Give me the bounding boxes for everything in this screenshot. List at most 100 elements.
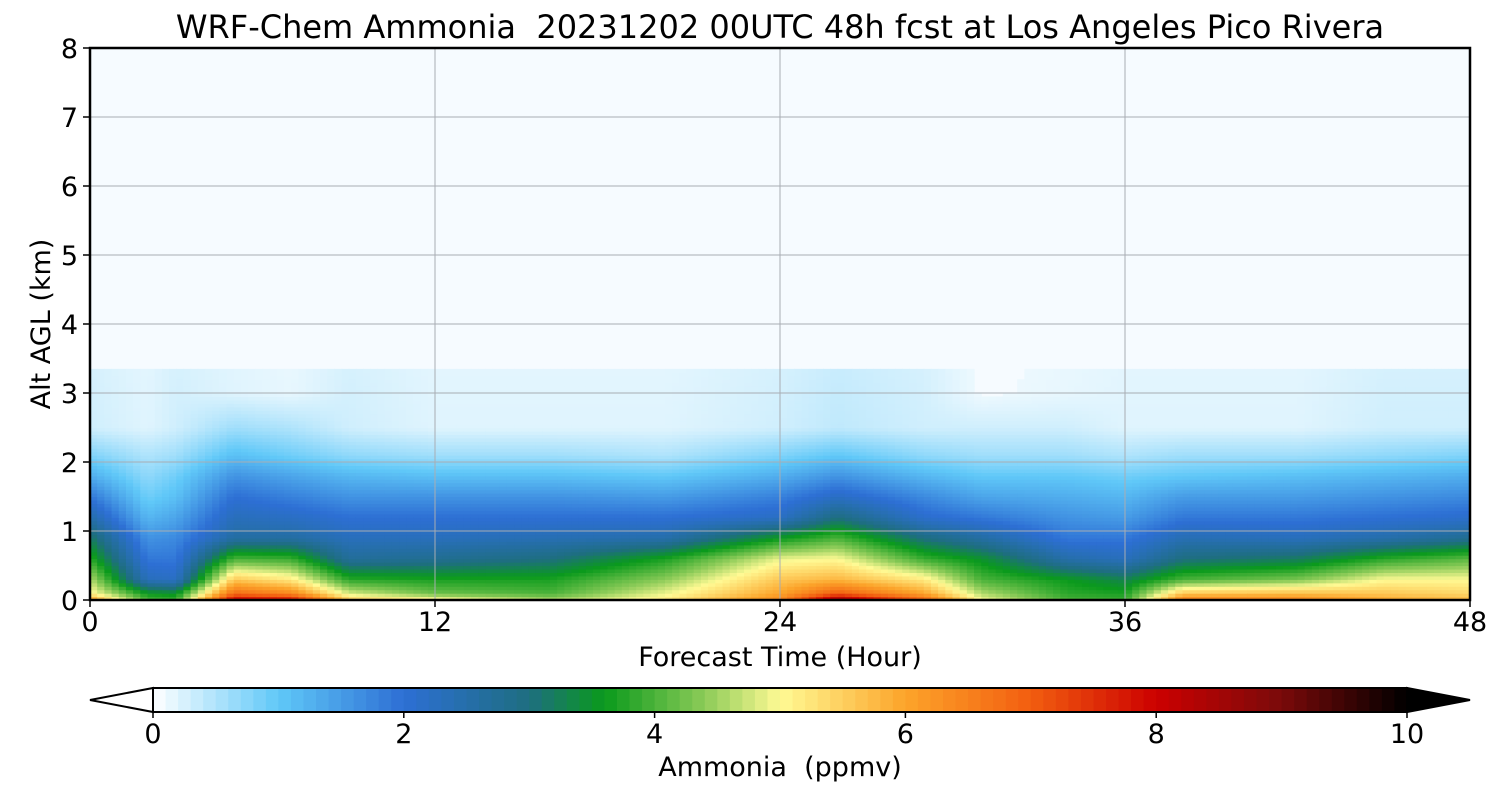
heat-cell (470, 482, 479, 487)
heat-cell (506, 586, 515, 591)
heat-cell (420, 589, 429, 594)
heat-cell (406, 462, 415, 467)
heat-cell (521, 496, 530, 501)
heat-cell (578, 393, 587, 398)
heat-cell (499, 527, 508, 532)
heat-cell (528, 534, 537, 539)
heat-cell (384, 496, 393, 501)
heat-cell (276, 389, 285, 394)
heat-cell (593, 448, 601, 453)
heat-cell (104, 393, 113, 398)
heat-cell (269, 451, 278, 456)
heat-cell (363, 496, 371, 501)
heat-cell (470, 565, 479, 570)
heat-cell (564, 393, 573, 398)
heat-cell (456, 510, 465, 515)
heat-cell (435, 410, 443, 415)
heat-cell (125, 410, 134, 415)
heat-cell (255, 510, 264, 515)
heat-cell (607, 472, 616, 477)
heat-cell (320, 462, 328, 467)
heat-cell (104, 482, 113, 487)
heat-cell (550, 427, 558, 432)
heat-cell (463, 593, 472, 598)
heat-cell (205, 544, 213, 549)
heat-cell (600, 582, 609, 587)
heat-cell (205, 499, 213, 504)
heat-cell (470, 406, 479, 411)
heat-cell (125, 558, 134, 563)
heat-cell (542, 403, 551, 408)
heat-cell (276, 430, 285, 435)
heat-cell (205, 417, 213, 422)
heat-cell (528, 465, 537, 470)
heat-cell (197, 430, 206, 435)
heat-cell (607, 527, 616, 532)
heat-cell (262, 482, 271, 487)
heat-cell (550, 382, 558, 387)
heat-cell (463, 510, 472, 515)
heat-cell (125, 386, 134, 391)
heat-cell (190, 575, 199, 580)
heat-cell (435, 403, 443, 408)
heat-cell (406, 568, 415, 573)
heat-cell (391, 499, 400, 504)
heat-cell (140, 513, 149, 518)
heat-cell (125, 458, 134, 463)
heat-cell (334, 506, 343, 511)
heat-cell (593, 458, 601, 463)
heat-cell (104, 541, 113, 546)
heat-cell (384, 368, 393, 373)
heat-cell (449, 427, 458, 432)
heat-cell (169, 555, 177, 560)
heat-cell (90, 396, 98, 401)
heat-cell (492, 517, 501, 522)
heat-cell (478, 496, 486, 501)
heat-cell (470, 475, 479, 480)
heat-cell (133, 589, 141, 594)
heat-cell (370, 506, 379, 511)
heat-cell (104, 389, 113, 394)
heat-cell (190, 472, 199, 477)
heat-cell (305, 513, 314, 518)
heat-cell (190, 486, 199, 491)
heat-cell (169, 544, 177, 549)
heat-cell (276, 462, 285, 467)
heat-cell (269, 468, 278, 473)
heat-cell (118, 396, 127, 401)
heat-cell (118, 448, 127, 453)
heat-cell (140, 499, 149, 504)
heat-cell (125, 527, 134, 532)
heat-cell (528, 468, 537, 473)
heat-cell (564, 503, 573, 508)
heat-cell (284, 586, 292, 591)
heat-cell (377, 517, 386, 522)
heat-cell (276, 434, 285, 439)
heat-cell (255, 496, 264, 501)
heat-cell (571, 479, 580, 484)
heat-cell (391, 524, 400, 529)
heat-cell (355, 368, 364, 373)
heat-cell (564, 593, 573, 598)
heat-cell (506, 417, 515, 422)
heat-cell (161, 403, 170, 408)
heat-cell (90, 496, 98, 501)
heat-cell (334, 517, 343, 522)
heat-cell (435, 517, 443, 522)
heat-cell (413, 562, 422, 567)
heat-cell (219, 413, 228, 418)
heat-cell (90, 527, 98, 532)
heat-cell (557, 413, 565, 418)
heat-cell (470, 430, 479, 435)
heat-cell (90, 551, 98, 556)
heat-cell (183, 410, 192, 415)
heat-cell (276, 406, 285, 411)
heat-cell (348, 399, 357, 404)
heat-cell (341, 458, 350, 463)
heat-cell (169, 386, 177, 391)
heat-cell (140, 524, 149, 529)
heat-cell (377, 555, 386, 560)
heat-cell (334, 382, 343, 387)
heat-cell (578, 558, 587, 563)
heat-cell (435, 534, 443, 539)
